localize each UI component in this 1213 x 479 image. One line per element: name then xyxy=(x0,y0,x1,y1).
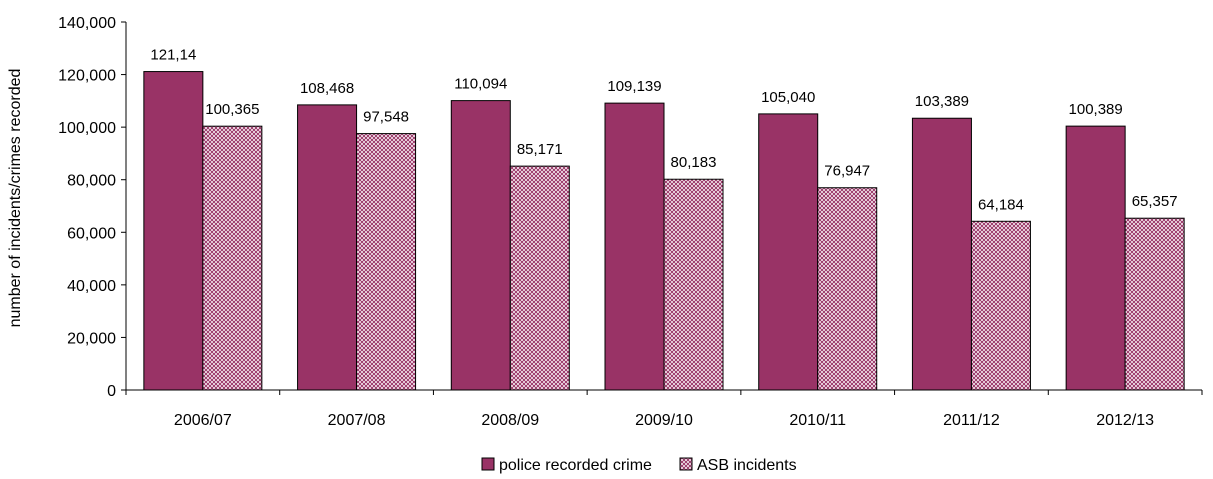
bar-asb-incidents xyxy=(356,133,417,391)
data-label-asb-incidents: 76,947 xyxy=(824,163,870,180)
bar-asb-incidents xyxy=(970,220,1031,391)
data-label-police-recorded-crime: 108,468 xyxy=(300,80,354,97)
bar-asb-incidents xyxy=(817,187,878,391)
y-tick-label: 0 xyxy=(107,383,116,400)
bar-police-recorded-crime xyxy=(143,71,204,391)
legend: police recorded crime ASB incidents xyxy=(481,457,797,474)
data-label-asb-incidents: 97,548 xyxy=(363,109,409,126)
y-tick-label: 140,000 xyxy=(58,15,116,32)
x-tick-label: 2009/10 xyxy=(635,412,693,429)
bar-police-recorded-crime xyxy=(297,104,358,391)
x-tick-label: 2007/08 xyxy=(328,412,386,429)
data-label-police-recorded-crime: 103,389 xyxy=(915,93,969,110)
data-label-police-recorded-crime: 109,139 xyxy=(607,78,661,95)
x-tick-label: 2006/07 xyxy=(174,412,232,429)
legend-label-asb-incidents: ASB incidents xyxy=(697,457,797,474)
y-axis-ticks: 0 20,000 40,000 60,000 80,000 100,000 120,000 1… xyxy=(58,15,126,400)
data-label-police-recorded-crime: 100,389 xyxy=(1069,101,1123,118)
bar-asb-incidents xyxy=(663,178,724,391)
y-tick-label: 20,000 xyxy=(67,330,116,347)
bar-asb-incidents xyxy=(509,165,570,391)
bar-police-recorded-crime xyxy=(911,117,972,391)
bar-police-recorded-crime xyxy=(450,100,511,391)
data-label-police-recorded-crime: 110,094 xyxy=(454,76,507,93)
y-tick-label: 60,000 xyxy=(67,225,116,242)
data-label-asb-incidents: 100,365 xyxy=(205,101,259,118)
y-tick-label: 120,000 xyxy=(58,68,116,85)
x-tick-label: 2011/12 xyxy=(943,412,1000,429)
data-label-police-recorded-crime: 121,14 xyxy=(150,47,196,64)
bar-police-recorded-crime xyxy=(758,113,819,391)
data-labels: 121,14 100,365 108,468 97,548 110,094 85,171 1… xyxy=(150,47,1177,214)
data-label-asb-incidents: 80,183 xyxy=(671,154,717,171)
bar-asb-incidents xyxy=(1124,217,1185,391)
legend-swatch-police-recorded-crime xyxy=(481,457,495,471)
y-tick-label: 100,000 xyxy=(58,120,116,137)
x-tick-label: 2008/09 xyxy=(481,412,539,429)
x-tick-label: 2010/11 xyxy=(789,412,846,429)
bar-police-recorded-crime xyxy=(1065,125,1126,391)
data-label-asb-incidents: 65,357 xyxy=(1132,193,1178,210)
y-axis-title: number of incidents/crimes recorded xyxy=(7,69,24,328)
bars xyxy=(143,71,1185,391)
bar-police-recorded-crime xyxy=(604,102,665,391)
legend-label-police-recorded-crime: police recorded crime xyxy=(499,457,652,474)
y-tick-label: 40,000 xyxy=(67,278,116,295)
legend-swatch-asb-incidents xyxy=(679,457,693,471)
x-axis-category-labels: 2006/07 2007/08 2008/09 2009/10 2010/11 2011/… xyxy=(125,390,1203,429)
x-tick-label: 2012/13 xyxy=(1096,412,1154,429)
y-tick-label: 80,000 xyxy=(67,173,116,190)
data-label-asb-incidents: 64,184 xyxy=(978,196,1024,213)
data-label-police-recorded-crime: 105,040 xyxy=(761,89,815,106)
bar-asb-incidents xyxy=(202,125,263,391)
data-label-asb-incidents: 85,171 xyxy=(517,141,563,158)
